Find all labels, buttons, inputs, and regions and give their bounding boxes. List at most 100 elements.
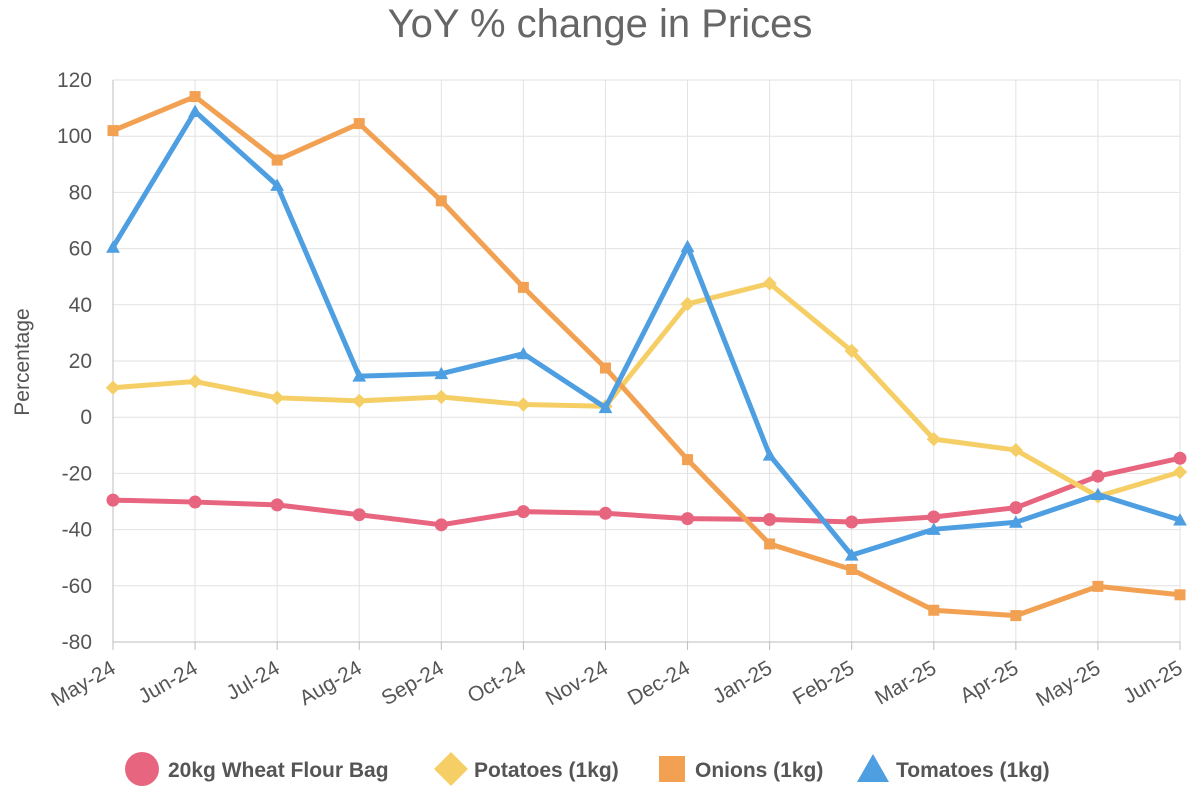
data-point bbox=[599, 362, 611, 374]
data-point bbox=[681, 512, 695, 526]
data-point bbox=[926, 522, 941, 535]
data-point bbox=[844, 343, 859, 359]
data-point bbox=[1008, 442, 1023, 458]
data-point bbox=[844, 548, 859, 561]
data-point bbox=[1174, 589, 1186, 601]
y-tick-label: 80 bbox=[69, 181, 92, 204]
legend-item[interactable]: 20kg Wheat Flour Bag bbox=[125, 752, 389, 786]
x-tick-label: May-25 bbox=[1032, 656, 1104, 711]
data-point bbox=[434, 518, 448, 532]
data-point bbox=[188, 495, 202, 509]
data-point bbox=[680, 296, 695, 312]
data-point bbox=[1009, 501, 1023, 515]
x-tick-label: Feb-25 bbox=[789, 656, 858, 709]
legend-triangle-icon bbox=[857, 754, 889, 782]
data-point bbox=[105, 380, 121, 395]
data-point bbox=[271, 154, 283, 166]
x-tick-label: Dec-24 bbox=[624, 656, 694, 710]
data-point bbox=[1010, 610, 1022, 622]
series-tomatoes-1kg bbox=[106, 104, 1187, 561]
x-tick-label: Jan-25 bbox=[709, 656, 776, 708]
data-point bbox=[763, 512, 777, 526]
legend-item[interactable]: Potatoes (1kg) bbox=[434, 752, 619, 786]
data-point bbox=[928, 604, 940, 616]
series-line bbox=[110, 94, 1183, 619]
data-point bbox=[187, 374, 203, 389]
legend-label: Potatoes (1kg) bbox=[474, 759, 619, 782]
data-point bbox=[435, 195, 447, 207]
data-point bbox=[270, 178, 285, 191]
data-point bbox=[353, 118, 365, 130]
x-tick-label: Aug-24 bbox=[296, 656, 366, 710]
data-point bbox=[352, 508, 366, 522]
y-tick-label: 120 bbox=[57, 69, 92, 92]
y-tick-label: 60 bbox=[69, 238, 92, 261]
data-point bbox=[188, 104, 202, 117]
y-tick-label: -40 bbox=[62, 519, 92, 542]
data-point bbox=[352, 393, 367, 409]
series-line bbox=[110, 280, 1183, 499]
y-axis-title: Percentage bbox=[11, 308, 34, 415]
legend-square-icon bbox=[659, 756, 685, 782]
data-point bbox=[680, 239, 695, 253]
y-tick-label: 40 bbox=[69, 294, 92, 317]
data-point bbox=[927, 510, 941, 524]
x-tick-label: Oct-24 bbox=[464, 656, 530, 708]
data-point bbox=[516, 397, 531, 412]
data-point bbox=[270, 498, 284, 512]
legend-label: Onions (1kg) bbox=[695, 759, 823, 782]
data-point bbox=[106, 240, 120, 253]
data-point bbox=[270, 390, 285, 405]
y-tick-label: 20 bbox=[69, 350, 92, 373]
x-tick-label: Jun-24 bbox=[134, 656, 201, 708]
data-point bbox=[762, 448, 777, 461]
data-point bbox=[434, 366, 449, 380]
data-point bbox=[598, 506, 612, 520]
series-group bbox=[105, 91, 1188, 622]
data-point bbox=[189, 91, 201, 103]
legend-item[interactable]: Onions (1kg) bbox=[659, 756, 823, 782]
data-point bbox=[517, 281, 529, 293]
data-point bbox=[434, 389, 449, 405]
data-point bbox=[1091, 469, 1105, 483]
data-point bbox=[1092, 580, 1104, 592]
data-point bbox=[352, 369, 367, 382]
data-point bbox=[1091, 487, 1105, 500]
x-tick-label: May-24 bbox=[47, 656, 119, 711]
legend-item[interactable]: Tomatoes (1kg) bbox=[857, 754, 1050, 782]
x-tick-label: Nov-24 bbox=[542, 656, 612, 710]
data-point bbox=[107, 125, 119, 137]
data-point bbox=[106, 493, 120, 507]
y-axis: 120 100 80 60 40 20 0 -20 -40 -60 -80 bbox=[57, 69, 114, 654]
data-point bbox=[1173, 451, 1187, 465]
data-point bbox=[1008, 515, 1023, 528]
x-tick-label: Jun-25 bbox=[1119, 656, 1186, 708]
data-point bbox=[926, 431, 941, 447]
data-point bbox=[845, 515, 859, 529]
data-point bbox=[1173, 513, 1187, 526]
series-line bbox=[110, 455, 1183, 528]
x-tick-label: Mar-25 bbox=[871, 656, 940, 709]
chart-title: YoY % change in Prices bbox=[388, 2, 813, 46]
y-tick-label: -80 bbox=[62, 631, 92, 654]
series-potatoes-1kg bbox=[105, 276, 1188, 504]
y-tick-label: 100 bbox=[57, 125, 92, 148]
series-line bbox=[110, 108, 1183, 558]
series-onions-1kg bbox=[107, 91, 1186, 622]
y-tick-label: -60 bbox=[62, 575, 92, 598]
legend-circle-icon bbox=[125, 752, 159, 786]
data-point bbox=[764, 538, 776, 550]
data-point bbox=[1172, 464, 1188, 480]
x-tick-label: Sep-24 bbox=[378, 656, 448, 710]
data-point bbox=[682, 454, 694, 466]
legend-diamond-icon bbox=[434, 752, 468, 786]
data-point bbox=[516, 505, 530, 519]
data-point bbox=[762, 276, 777, 291]
y-tick-label: 0 bbox=[80, 406, 92, 429]
data-point bbox=[598, 400, 613, 414]
data-point bbox=[846, 564, 858, 576]
legend[interactable]: 20kg Wheat Flour Bag Potatoes (1kg) Onions… bbox=[125, 752, 1050, 786]
x-axis: May-24 Jun-24 Jul-24 Aug-24 Sep-24 Oct-24 Nov-… bbox=[47, 641, 1187, 711]
